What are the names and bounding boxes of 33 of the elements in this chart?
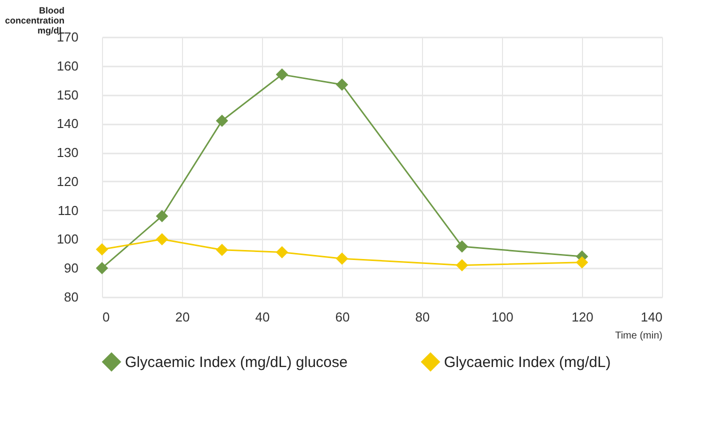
y-tick-label: 90 <box>64 260 78 276</box>
y-tick-label: 100 <box>56 232 78 247</box>
legend-label: Glycaemic Index (mg/dL) glucose <box>125 354 348 371</box>
point <box>96 262 108 274</box>
y-tick-label: 160 <box>56 58 78 74</box>
point <box>216 114 228 127</box>
y-tick-label: 110 <box>58 202 78 218</box>
point <box>576 256 588 268</box>
y-tick-label: 120 <box>56 174 78 189</box>
y-tick-label: 130 <box>56 145 78 160</box>
point <box>336 252 348 265</box>
y-tick-label: 140 <box>56 116 78 132</box>
point <box>276 68 288 81</box>
point <box>96 243 108 256</box>
x-tick-label: 140 <box>640 310 662 324</box>
y-tick-label: 80 <box>64 290 78 304</box>
x-tick-label: 80 <box>415 310 430 324</box>
x-tick-label: 100 <box>492 310 514 324</box>
x-tick-label: 0 <box>102 310 110 324</box>
x-tick-label: 20 <box>175 310 190 324</box>
point <box>336 78 348 91</box>
x-tick-label: 40 <box>255 310 270 324</box>
point <box>216 244 228 256</box>
point <box>156 233 168 246</box>
point <box>456 240 468 253</box>
legend-label: Glycaemic Index (mg/dL) <box>444 354 611 371</box>
x-axis-title: Time (min) <box>615 330 662 342</box>
x-tick-label: 60 <box>335 310 350 324</box>
point <box>456 259 468 272</box>
y-tick-label: 150 <box>56 87 78 102</box>
point <box>156 210 168 222</box>
point <box>276 246 288 258</box>
x-tick-label: 120 <box>572 310 594 324</box>
